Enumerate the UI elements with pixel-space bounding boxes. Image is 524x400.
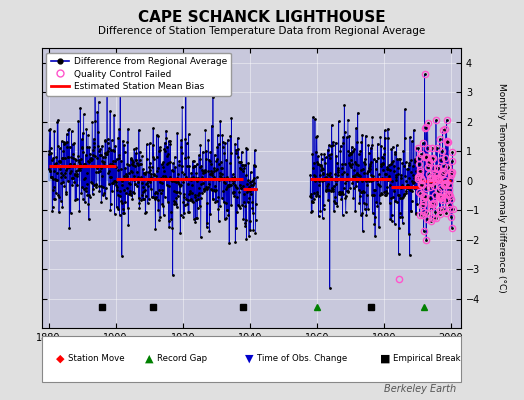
Legend: Difference from Regional Average, Quality Control Failed, Estimated Station Mean: Difference from Regional Average, Qualit… (47, 52, 231, 96)
Text: ■: ■ (380, 354, 390, 364)
Text: ◆: ◆ (56, 354, 64, 364)
Text: Empirical Break: Empirical Break (393, 354, 461, 363)
Text: ▲: ▲ (145, 354, 154, 364)
Text: ▼: ▼ (245, 354, 253, 364)
Text: Time of Obs. Change: Time of Obs. Change (257, 354, 347, 363)
Text: Station Move: Station Move (68, 354, 125, 363)
Text: Difference of Station Temperature Data from Regional Average: Difference of Station Temperature Data f… (99, 26, 425, 36)
Text: Berkeley Earth: Berkeley Earth (384, 384, 456, 394)
Text: Record Gap: Record Gap (157, 354, 208, 363)
Y-axis label: Monthly Temperature Anomaly Difference (°C): Monthly Temperature Anomaly Difference (… (497, 83, 506, 293)
Text: CAPE SCHANCK LIGHTHOUSE: CAPE SCHANCK LIGHTHOUSE (138, 10, 386, 25)
